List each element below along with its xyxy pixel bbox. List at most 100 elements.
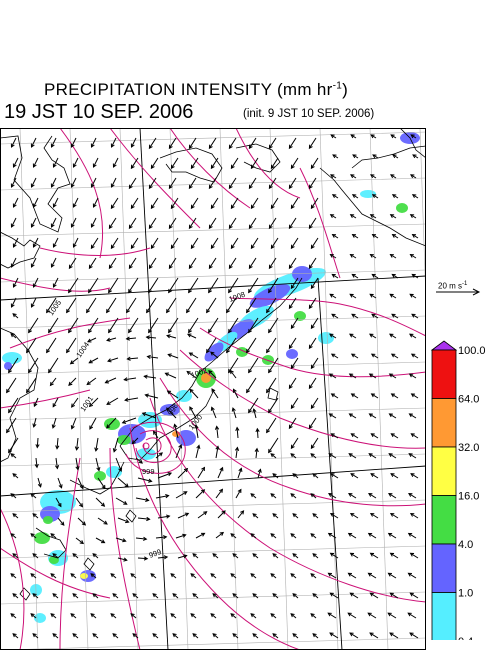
wind-vector	[50, 377, 57, 386]
wind-vector	[148, 217, 157, 229]
wind-vector-head	[132, 633, 137, 638]
wind-vector-head	[110, 183, 115, 188]
wind-vector-head	[68, 381, 73, 387]
wind-vector	[268, 177, 277, 189]
wind-vector-head	[182, 533, 187, 538]
wind-vector-head	[125, 336, 130, 341]
wind-vector	[252, 633, 259, 639]
wind-vector-head	[290, 533, 295, 538]
wind-vector	[195, 425, 199, 439]
wind-vector-head	[312, 513, 317, 518]
wind-vector	[52, 397, 59, 408]
wind-vector	[210, 197, 219, 209]
wind-vector-head	[12, 243, 17, 248]
wind-vector	[248, 317, 259, 333]
wind-vector-head	[389, 512, 395, 517]
wind-vector	[349, 413, 357, 419]
wind-vector	[111, 137, 117, 148]
wind-vector	[370, 214, 377, 219]
wind-vector	[288, 417, 297, 429]
wind-vector-head	[168, 184, 173, 190]
wind-vector	[170, 613, 177, 619]
wind-vector	[166, 335, 177, 339]
coastline	[319, 167, 426, 247]
wind-vector-head	[10, 183, 15, 188]
wind-vector	[290, 437, 299, 449]
isobar-line	[59, 457, 81, 650]
wind-vector	[349, 373, 357, 379]
wind-vector-head	[411, 273, 416, 278]
wind-vector-head	[290, 493, 295, 498]
wind-vector-head	[28, 328, 32, 334]
wind-vector-head	[330, 393, 336, 398]
wind-vector	[351, 313, 359, 319]
wind-vector-head	[10, 303, 15, 308]
wind-vector-head	[219, 531, 225, 536]
wind-vector	[230, 613, 237, 619]
wind-vector-head	[288, 184, 293, 190]
wind-vector-head	[310, 453, 315, 458]
colorbar-tick-label: 16.0	[458, 491, 479, 503]
wind-vector	[232, 407, 237, 419]
grid-meridian	[169, 128, 189, 650]
wind-vector	[372, 234, 379, 239]
wind-vector	[13, 197, 19, 208]
wind-vector	[146, 336, 157, 339]
wind-vector-head	[166, 390, 172, 395]
wind-vector	[310, 573, 317, 579]
valid-time: 19 JST 10 SEP. 2006	[4, 101, 194, 123]
wind-vector	[106, 417, 117, 429]
wind-vector-head	[190, 613, 195, 618]
wind-vector	[237, 510, 244, 519]
wind-vector-head	[166, 334, 171, 339]
wind-vector	[115, 537, 126, 542]
grid-meridian	[319, 128, 339, 650]
wind-vector	[411, 313, 419, 319]
wind-vector-head	[268, 368, 272, 374]
wind-vector-head	[226, 348, 230, 354]
wind-vector	[95, 457, 100, 471]
wind-vector	[11, 217, 17, 228]
wind-vector-head	[72, 593, 77, 598]
wind-vector-head	[190, 204, 195, 210]
wind-vector-head	[164, 372, 169, 377]
wind-vector-head	[391, 234, 397, 238]
wind-vector-head	[32, 553, 37, 558]
wind-vector	[410, 254, 417, 259]
wind-vector-head	[128, 224, 133, 230]
wind-vector-head	[54, 465, 60, 470]
wind-vector-head	[412, 154, 417, 159]
wind-vector-head	[66, 308, 70, 314]
wind-vector-head	[26, 348, 30, 354]
wind-vector	[210, 157, 219, 169]
wind-vector	[328, 572, 337, 579]
wind-vector	[210, 573, 217, 579]
wind-vector-head	[192, 633, 197, 638]
wind-vector	[268, 397, 279, 413]
wind-vector	[91, 217, 97, 228]
wind-vector	[372, 274, 379, 279]
wind-vector-head	[30, 303, 35, 308]
wind-vector	[155, 495, 169, 499]
wind-vector-head	[292, 633, 297, 638]
wind-vector-head	[371, 234, 377, 238]
wind-vector	[195, 489, 205, 499]
precip-area	[34, 532, 50, 544]
wind-vector	[148, 317, 159, 333]
wind-vector	[312, 553, 319, 559]
wind-vector-head	[230, 164, 235, 170]
wind-vector-head	[94, 447, 99, 452]
wind-vector-head	[351, 313, 356, 318]
wind-vector-head	[189, 406, 194, 411]
wind-vector	[125, 397, 139, 401]
wind-vector	[310, 317, 319, 329]
wind-vector	[188, 177, 197, 189]
wind-vector-head	[30, 613, 35, 618]
wind-vector-head	[112, 633, 117, 638]
wind-vector-head	[126, 308, 130, 314]
precip-area	[292, 266, 312, 282]
wind-vector-head	[250, 244, 255, 250]
wind-vector-head	[411, 234, 417, 238]
wind-vector	[228, 257, 237, 269]
wind-vector	[408, 533, 417, 539]
